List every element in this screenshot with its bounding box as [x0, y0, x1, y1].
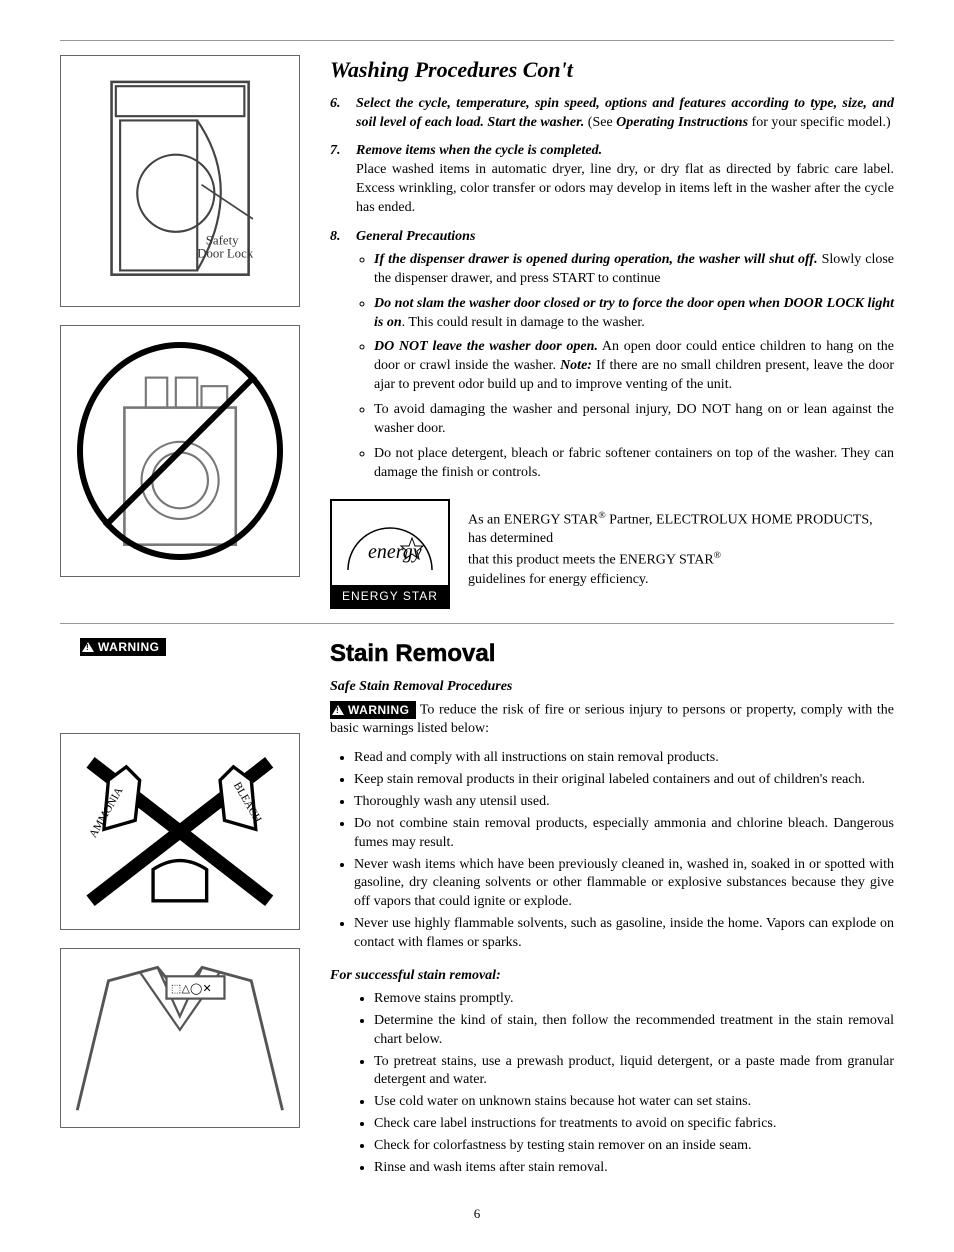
right-column-1: Washing Procedures Con't 6. Select the c… [330, 55, 894, 609]
page-number: 6 [60, 1205, 894, 1223]
wb-2: Thoroughly wash any utensil used. [354, 793, 894, 812]
stain-heading: Stain Removal [330, 638, 894, 670]
sb-2: To pretreat stains, use a prewash produc… [374, 1053, 894, 1091]
sb-0: Remove stains promptly. [374, 990, 894, 1009]
wb-0: Read and comply with all instructions on… [354, 749, 894, 768]
energy-star-text: As an ENERGY STAR® Partner, ELECTROLUX H… [468, 499, 894, 590]
stain-removal-section: WARNING AMMONIA BLEACH ⬚△◯✕ [60, 624, 894, 1181]
numbered-list: 6. Select the cycle, temperature, spin s… [330, 95, 894, 489]
sb-4: Check care label instructions for treatm… [374, 1115, 894, 1134]
washing-procedures-section: Safety Door Lock Washing Procedures Con'… [60, 41, 894, 609]
success-bullets: Remove stains promptly. Determine the ki… [330, 990, 894, 1178]
wb-3: Do not combine stain removal products, e… [354, 815, 894, 853]
sb-1: Determine the kind of stain, then follow… [374, 1012, 894, 1050]
sb-5: Check for colorfastness by testing stain… [374, 1137, 894, 1156]
energy-star-row: energy ENERGY STAR As an ENERGY STAR® Pa… [330, 499, 894, 609]
wb-5: Never use highly flammable solvents, suc… [354, 915, 894, 953]
item-7-num: 7. [330, 142, 356, 218]
successful-subhead: For successful stain removal: [330, 967, 894, 986]
washing-heading: Washing Procedures Con't [330, 55, 894, 85]
figure-washer-door-lock: Safety Door Lock [60, 55, 300, 307]
sb-6: Rinse and wash items after stain removal… [374, 1159, 894, 1178]
figure-no-mix-chemicals: AMMONIA BLEACH [60, 733, 300, 930]
svg-text:⬚△◯✕: ⬚△◯✕ [171, 983, 212, 995]
safe-procedures-subhead: Safe Stain Removal Procedures [330, 678, 894, 697]
sb-3: Use cold water on unknown stains because… [374, 1093, 894, 1112]
precautions-list: If the dispenser drawer is opened during… [356, 251, 894, 483]
inline-warning-badge: WARNING [330, 701, 416, 719]
svg-text:Door Lock: Door Lock [197, 246, 254, 260]
item-8-body: General Precautions If the dispenser dra… [356, 228, 894, 489]
right-column-2: Stain Removal Safe Stain Removal Procedu… [330, 638, 894, 1181]
energy-star-logo: energy ENERGY STAR [330, 499, 450, 609]
item-6-num: 6. [330, 95, 356, 133]
left-warning-badge: WARNING [80, 638, 300, 657]
warning-bullets: Read and comply with all instructions on… [330, 749, 894, 953]
figure-no-containers-on-top [60, 325, 300, 577]
item-8-num: 8. [330, 228, 356, 489]
warning-paragraph: WARNING To reduce the risk of fire or se… [330, 701, 894, 739]
item-7-body: Remove items when the cycle is completed… [356, 142, 894, 218]
svg-text:energy: energy [368, 541, 422, 563]
item-6-body: Select the cycle, temperature, spin spee… [356, 95, 894, 133]
energy-star-bar: ENERGY STAR [332, 585, 448, 607]
wb-4: Never wash items which have been previou… [354, 856, 894, 913]
figure-shirt-care-label: ⬚△◯✕ [60, 948, 300, 1128]
energy-star-script: energy [340, 501, 440, 585]
wb-1: Keep stain removal products in their ori… [354, 771, 894, 790]
left-column-1: Safety Door Lock [60, 55, 300, 609]
left-column-2: WARNING AMMONIA BLEACH ⬚△◯✕ [60, 638, 300, 1181]
